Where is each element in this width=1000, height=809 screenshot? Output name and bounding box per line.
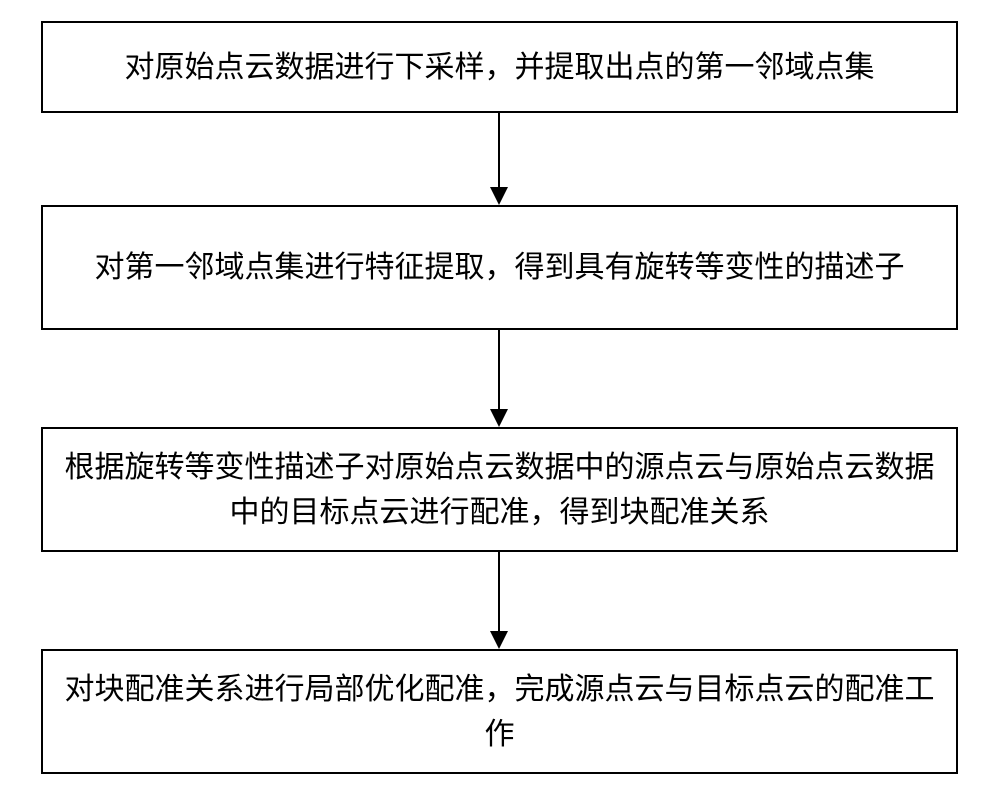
flow-node-3: 根据旋转等变性描述子对原始点云数据中的源点云与原始点云数据中的目标点云进行配准，… (41, 427, 958, 552)
flow-node-2: 对第一邻域点集进行特征提取，得到具有旋转等变性的描述子 (41, 205, 958, 330)
flow-node-1: 对原始点云数据进行下采样，并提取出点的第一邻域点集 (41, 21, 958, 113)
arrow-line (498, 552, 500, 631)
arrow-line (498, 113, 500, 187)
flow-node-4: 对块配准关系进行局部优化配准，完成源点云与目标点云的配准工作 (41, 649, 958, 774)
arrow-head-icon (490, 409, 508, 427)
flow-node-3-text: 根据旋转等变性描述子对原始点云数据中的源点云与原始点云数据中的目标点云进行配准，… (63, 445, 936, 535)
arrow-line (498, 330, 500, 409)
flow-node-2-text: 对第一邻域点集进行特征提取，得到具有旋转等变性的描述子 (95, 245, 905, 290)
arrow-head-icon (490, 631, 508, 649)
flow-node-4-text: 对块配准关系进行局部优化配准，完成源点云与目标点云的配准工作 (63, 667, 936, 757)
arrow-head-icon (490, 187, 508, 205)
flowchart-canvas: 对原始点云数据进行下采样，并提取出点的第一邻域点集 对第一邻域点集进行特征提取，… (0, 0, 1000, 809)
flow-node-1-text: 对原始点云数据进行下采样，并提取出点的第一邻域点集 (125, 45, 875, 90)
